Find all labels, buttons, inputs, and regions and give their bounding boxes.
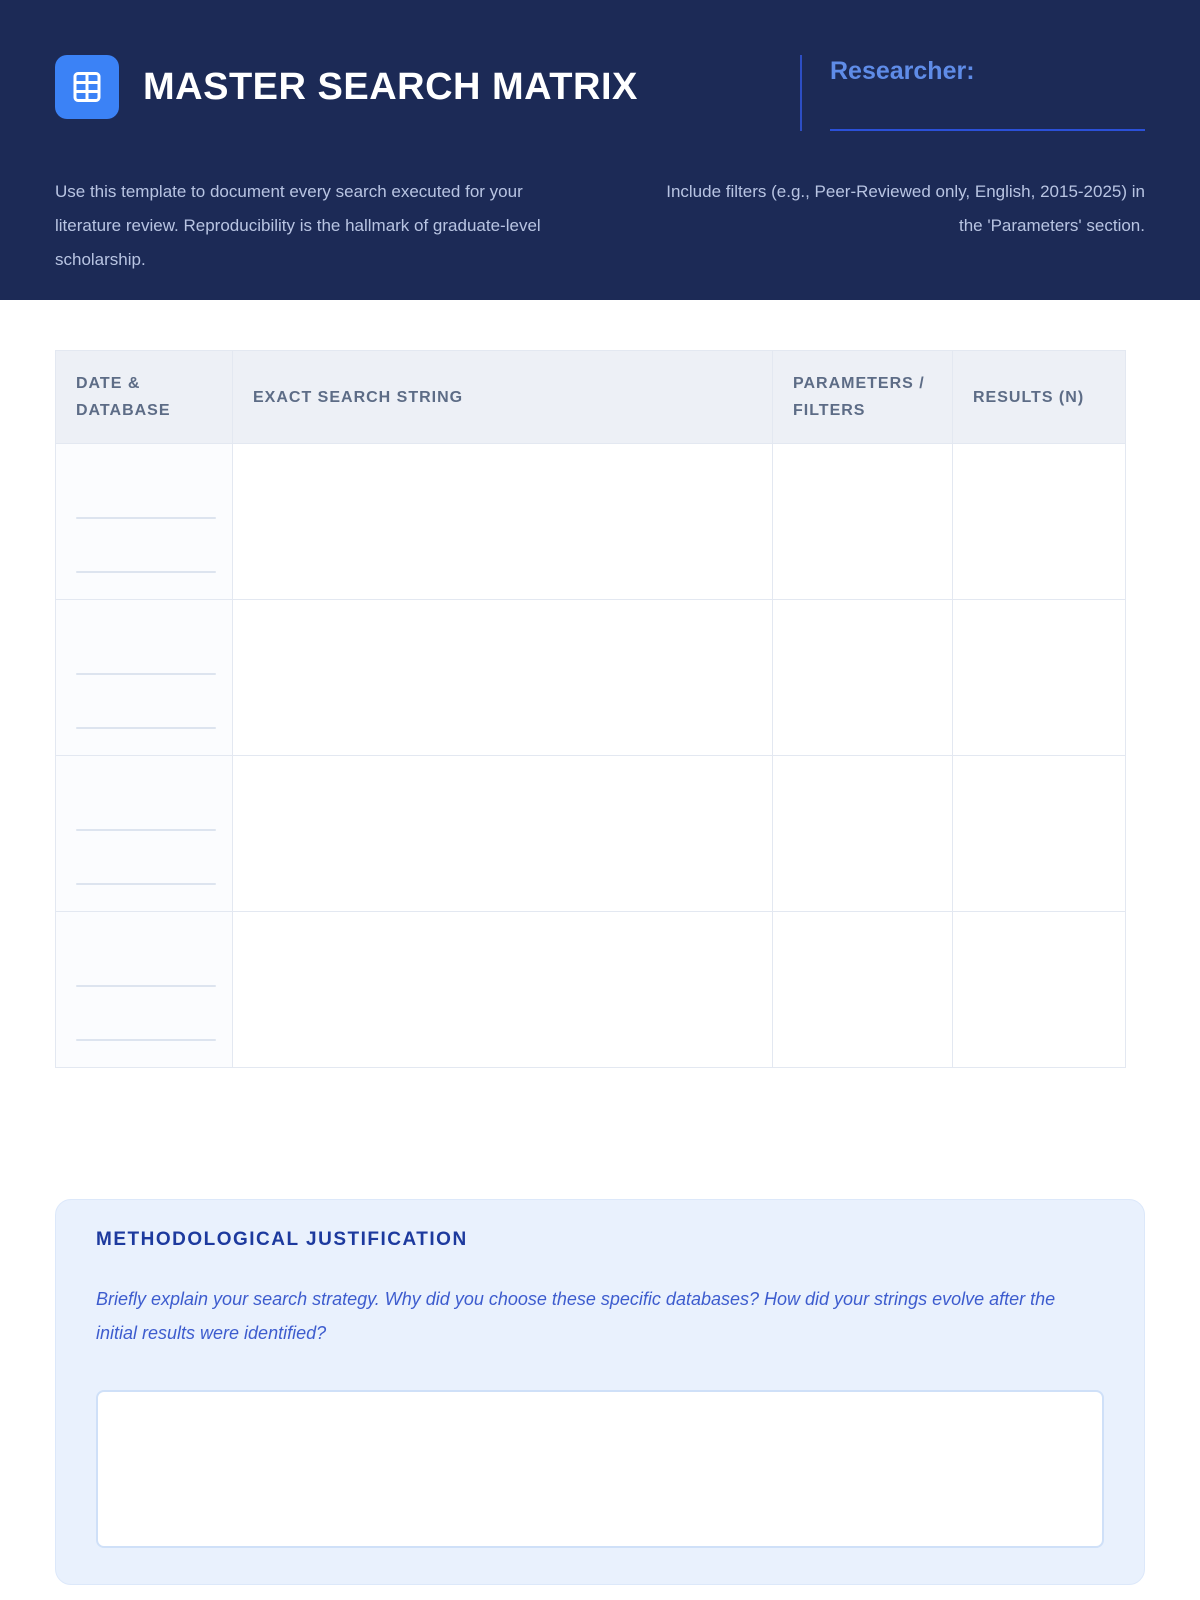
researcher-input-line[interactable]: [830, 129, 1145, 131]
researcher-label: Researcher:: [830, 57, 975, 85]
table-grid-icon: [55, 55, 119, 119]
date-database-cell[interactable]: [55, 755, 233, 912]
researcher-field: Researcher:: [800, 55, 1145, 131]
search-matrix-table: DATE & DATABASE EXACT SEARCH STRING PARA…: [55, 350, 1126, 1068]
table-cell[interactable]: [232, 443, 773, 600]
justification-panel: METHODOLOGICAL JUSTIFICATION Briefly exp…: [55, 1199, 1145, 1585]
col-header-date-database: DATE & DATABASE: [55, 350, 233, 444]
write-line: [76, 673, 216, 675]
intro-text-left: Use this template to document every sear…: [55, 182, 541, 269]
col-header-search-string: EXACT SEARCH STRING: [232, 350, 773, 444]
search-matrix-table-wrap: DATE & DATABASE EXACT SEARCH STRING PARA…: [55, 350, 1200, 1068]
table-cell[interactable]: [232, 911, 773, 1068]
write-line: [76, 985, 216, 987]
header: MASTER SEARCH MATRIX Researcher: Use thi…: [0, 0, 1200, 300]
justification-textarea[interactable]: [96, 1390, 1104, 1548]
table-row: [55, 755, 1126, 912]
table-cell[interactable]: [232, 755, 773, 912]
table-cell[interactable]: [952, 599, 1126, 756]
table-header-row: DATE & DATABASE EXACT SEARCH STRING PARA…: [55, 350, 1126, 444]
justification-prompt: Briefly explain your search strategy. Wh…: [96, 1289, 1056, 1343]
write-line: [76, 829, 216, 831]
col-header-results-n: RESULTS (N): [952, 350, 1126, 444]
table-cell[interactable]: [772, 443, 953, 600]
table-cell[interactable]: [952, 443, 1126, 600]
write-line: [76, 517, 216, 519]
brand: MASTER SEARCH MATRIX: [55, 55, 638, 119]
table-row: [55, 443, 1126, 600]
page-title: MASTER SEARCH MATRIX: [143, 65, 638, 108]
search-table-body: [55, 443, 1126, 1068]
table-cell[interactable]: [772, 755, 953, 912]
intro-text-right: Include filters (e.g., Peer-Reviewed onl…: [666, 182, 1145, 235]
write-line: [76, 727, 216, 729]
date-database-cell[interactable]: [55, 443, 233, 600]
justification-title: METHODOLOGICAL JUSTIFICATION: [96, 1229, 468, 1250]
table-cell[interactable]: [772, 599, 953, 756]
date-database-cell[interactable]: [55, 599, 233, 756]
table-cell[interactable]: [952, 755, 1126, 912]
write-line: [76, 883, 216, 885]
vertical-divider: [800, 55, 802, 131]
write-line: [76, 571, 216, 573]
table-cell[interactable]: [952, 911, 1126, 1068]
write-line: [76, 1039, 216, 1041]
table-row: [55, 599, 1126, 756]
date-database-cell[interactable]: [55, 911, 233, 1068]
table-row: [55, 911, 1126, 1068]
col-header-parameters-filters: PARAMETERS / FILTERS: [772, 350, 953, 444]
table-cell[interactable]: [772, 911, 953, 1068]
table-cell[interactable]: [232, 599, 773, 756]
